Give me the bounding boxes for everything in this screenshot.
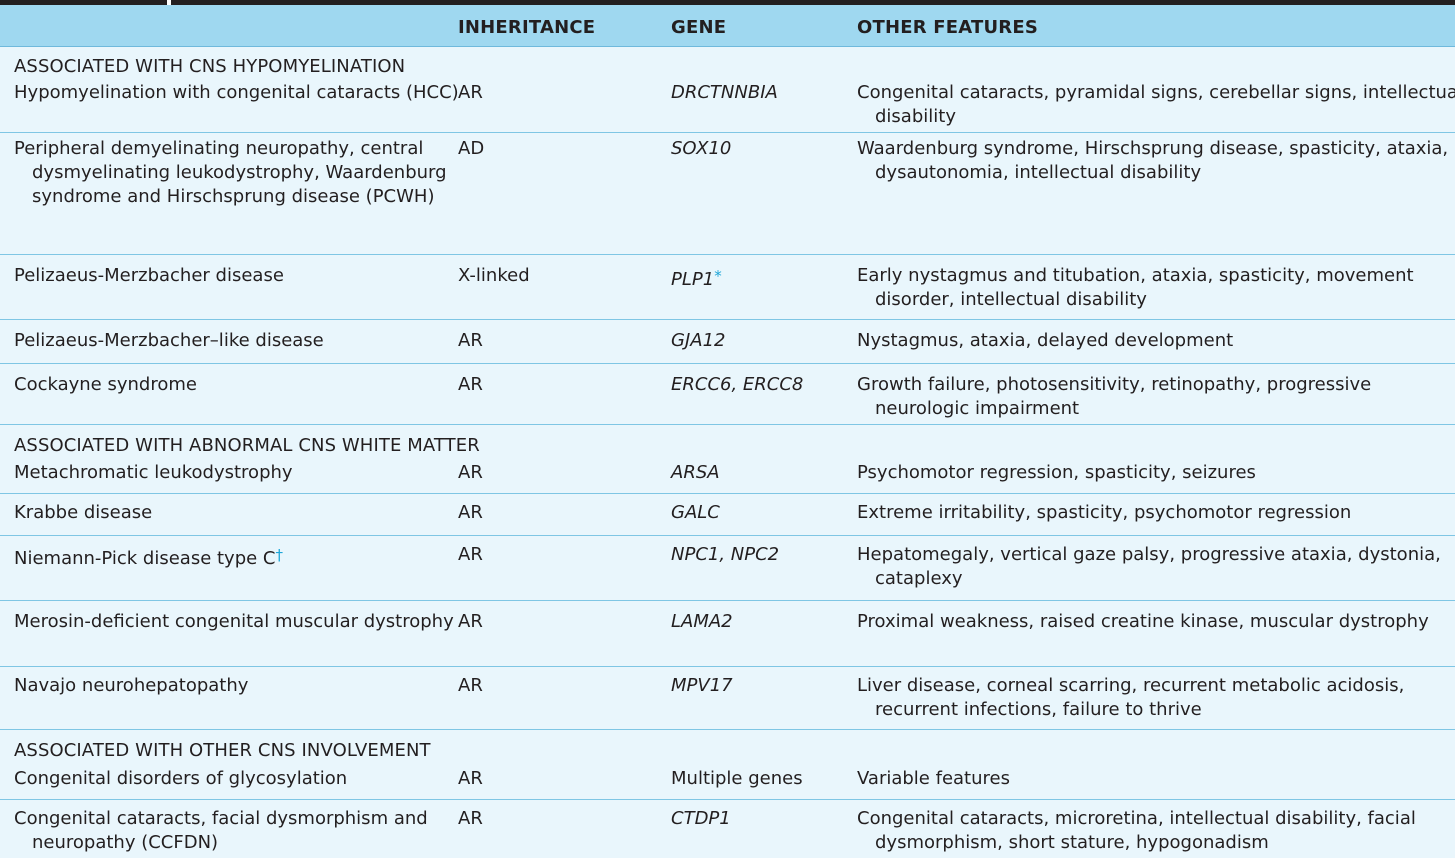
features-cell: Early nystagmus and titubation, ataxia, …: [857, 265, 1414, 310]
inheritance-cell: AR: [458, 82, 483, 103]
disorder-cell: Cockayne syndrome: [14, 374, 197, 395]
gene-cell: CTDP1: [671, 808, 731, 829]
features-cell: Nystagmus, ataxia, delayed development: [857, 330, 1234, 351]
table-row: Pelizaeus-Merzbacher disease X-linked PL…: [0, 254, 1455, 313]
section-divider: [0, 729, 1455, 731]
inheritance-cell: X-linked: [458, 265, 530, 286]
features-cell: Psychomotor regression, spasticity, seiz…: [857, 462, 1256, 483]
inheritance-cell: AR: [458, 808, 483, 829]
inheritance-cell: AR: [458, 330, 483, 351]
inheritance-cell: AR: [458, 374, 483, 395]
gene-cell: ERCC6, ERCC8: [671, 374, 804, 395]
gene-cell: GJA12: [671, 330, 726, 351]
disorder-cell: Peripheral demyelinating neuropathy, cen…: [14, 138, 447, 207]
disorder-cell: Pelizaeus-Merzbacher–like disease: [14, 330, 324, 351]
table-row: Navajo neurohepatopathy AR MPV17 Liver d…: [0, 666, 1455, 727]
gene-cell: MPV17: [671, 675, 733, 696]
features-cell: Variable features: [857, 768, 1010, 789]
gene-cell: DRCTNNBIA: [671, 82, 778, 103]
table-row: Peripheral demyelinating neuropathy, cen…: [0, 132, 1455, 233]
inheritance-cell: AR: [458, 611, 483, 632]
inheritance-cell: AD: [458, 138, 485, 159]
disorder-text: Niemann-Pick disease type C: [14, 548, 276, 569]
features-cell: Waardenburg syndrome, Hirschsprung disea…: [857, 138, 1449, 183]
features-cell: Congenital cataracts, pyramidal signs, c…: [857, 82, 1455, 127]
table-row: Congenital disorders of glycosylation AR…: [0, 765, 1455, 801]
section-heading-white-matter: ASSOCIATED WITH ABNORMAL CNS WHITE MATTE…: [14, 435, 480, 456]
top-rule-right: [171, 0, 1455, 5]
disorder-cell: Navajo neurohepatopathy: [14, 675, 249, 696]
section-heading-hypomyelination: ASSOCIATED WITH CNS HYPOMYELINATION: [14, 56, 406, 77]
table-row: Metachromatic leukodystrophy AR ARSA Psy…: [0, 459, 1455, 499]
disorder-cell: Krabbe disease: [14, 502, 153, 523]
disorder-cell: Congenital cataracts, facial dysmorphism…: [14, 808, 428, 853]
gene-cell: SOX10: [671, 138, 732, 159]
inheritance-cell: AR: [458, 502, 483, 523]
gene-cell: LAMA2: [671, 611, 733, 632]
disorder-cell: Niemann-Pick disease type C†: [14, 543, 472, 571]
disorder-cell: Metachromatic leukodystrophy: [14, 462, 293, 483]
footnote-asterisk: *: [714, 267, 722, 285]
table-row: Niemann-Pick disease type C† AR NPC1, NP…: [0, 535, 1455, 594]
gene-cell: GALC: [671, 502, 720, 523]
disorder-cell: Hypomyelination with congenital cataract…: [14, 82, 459, 103]
table-row: Pelizaeus-Merzbacher–like disease AR GJA…: [0, 319, 1455, 360]
header-other-features: OTHER FEATURES: [857, 17, 1039, 38]
section-heading-other-cns: ASSOCIATED WITH OTHER CNS INVOLVEMENT: [14, 740, 431, 761]
section-divider: [0, 424, 1455, 426]
inheritance-cell: AR: [458, 768, 483, 789]
gene-cell: ARSA: [671, 462, 720, 483]
table-row: Cockayne syndrome AR ERCC6, ERCC8 Growth…: [0, 363, 1455, 424]
table-row: Congenital cataracts, facial dysmorphism…: [0, 799, 1455, 858]
gene-cell: Multiple genes: [671, 768, 803, 789]
header-gene: GENE: [671, 17, 727, 38]
gene-text: PLP1: [671, 269, 715, 290]
footnote-dagger: †: [275, 546, 284, 564]
disorder-cell: Merosin-deficient congenital muscular dy…: [14, 611, 454, 632]
header-inheritance: INHERITANCE: [458, 17, 596, 38]
table-header: INHERITANCE GENE OTHER FEATURES: [0, 5, 1455, 47]
features-cell: Extreme irritability, spasticity, psycho…: [857, 502, 1352, 523]
table-body: ASSOCIATED WITH CNS HYPOMYELINATION Hypo…: [0, 47, 1455, 858]
gene-cell: NPC1, NPC2: [671, 544, 780, 565]
table-row: Krabbe disease AR GALC Extreme irritabil…: [0, 493, 1455, 534]
table-row: Merosin-deficient congenital muscular dy…: [0, 600, 1455, 661]
table-row: Hypomyelination with congenital cataract…: [0, 79, 1455, 129]
inheritance-cell: AR: [458, 462, 483, 483]
features-cell: Congenital cataracts, microretina, intel…: [857, 808, 1416, 853]
features-cell: Proximal weakness, raised creatine kinas…: [857, 611, 1429, 632]
features-cell: Growth failure, photosensitivity, retino…: [857, 374, 1372, 419]
top-rule-left: [0, 0, 167, 5]
features-cell: Liver disease, corneal scarring, recurre…: [857, 675, 1405, 720]
features-cell: Hepatomegaly, vertical gaze palsy, progr…: [857, 544, 1441, 589]
disorder-cell: Pelizaeus-Merzbacher disease: [14, 265, 284, 286]
inheritance-cell: AR: [458, 544, 483, 565]
inheritance-cell: AR: [458, 675, 483, 696]
gene-cell: PLP1*: [671, 264, 851, 292]
disorder-cell: Congenital disorders of glycosylation: [14, 768, 348, 789]
